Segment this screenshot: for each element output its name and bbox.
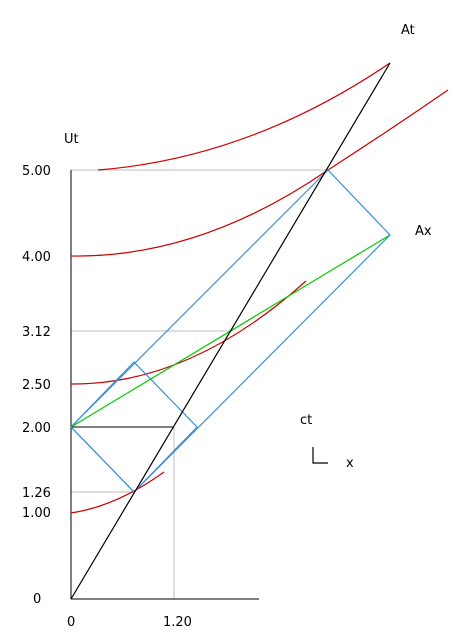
legend-axes-icon [312, 447, 328, 464]
hyperbolas [70, 62, 449, 514]
at-label: At [401, 23, 415, 38]
y-tick-label: 2.50 [22, 378, 51, 393]
y-tick-label: 0 [33, 592, 41, 607]
guide-lines [71, 169, 328, 599]
y-tick-label: 1.26 [22, 486, 51, 501]
hyperbola-curve-2-5 [70, 280, 307, 385]
legend-ct-label: ct [300, 413, 312, 428]
at-worldline [70, 62, 391, 600]
y-tick-label: 1.00 [22, 506, 51, 521]
y-axis-title: Ut [64, 132, 79, 147]
y-tick-label: 5.00 [22, 164, 51, 179]
x-tick-label: 0 [67, 615, 75, 630]
y-tick-label: 3.12 [22, 325, 51, 340]
x-tick-label: 1.20 [163, 615, 192, 630]
ax-label: Ax [415, 224, 432, 239]
hyperbola-curve-4 [70, 89, 449, 257]
hyperbola-curve-1 [70, 471, 165, 514]
legend: ct x [300, 413, 354, 471]
legend-x-label: x [346, 456, 354, 471]
hyperbola-curve-5 [97, 62, 391, 171]
y-tick-labels: 5.00 4.00 3.12 2.50 2.00 1.26 1.00 0 [22, 164, 51, 607]
axes [70, 170, 259, 600]
y-tick-label: 4.00 [22, 250, 51, 265]
y-tick-label: 2.00 [22, 421, 51, 436]
x-tick-labels: 0 1.20 [67, 615, 192, 630]
